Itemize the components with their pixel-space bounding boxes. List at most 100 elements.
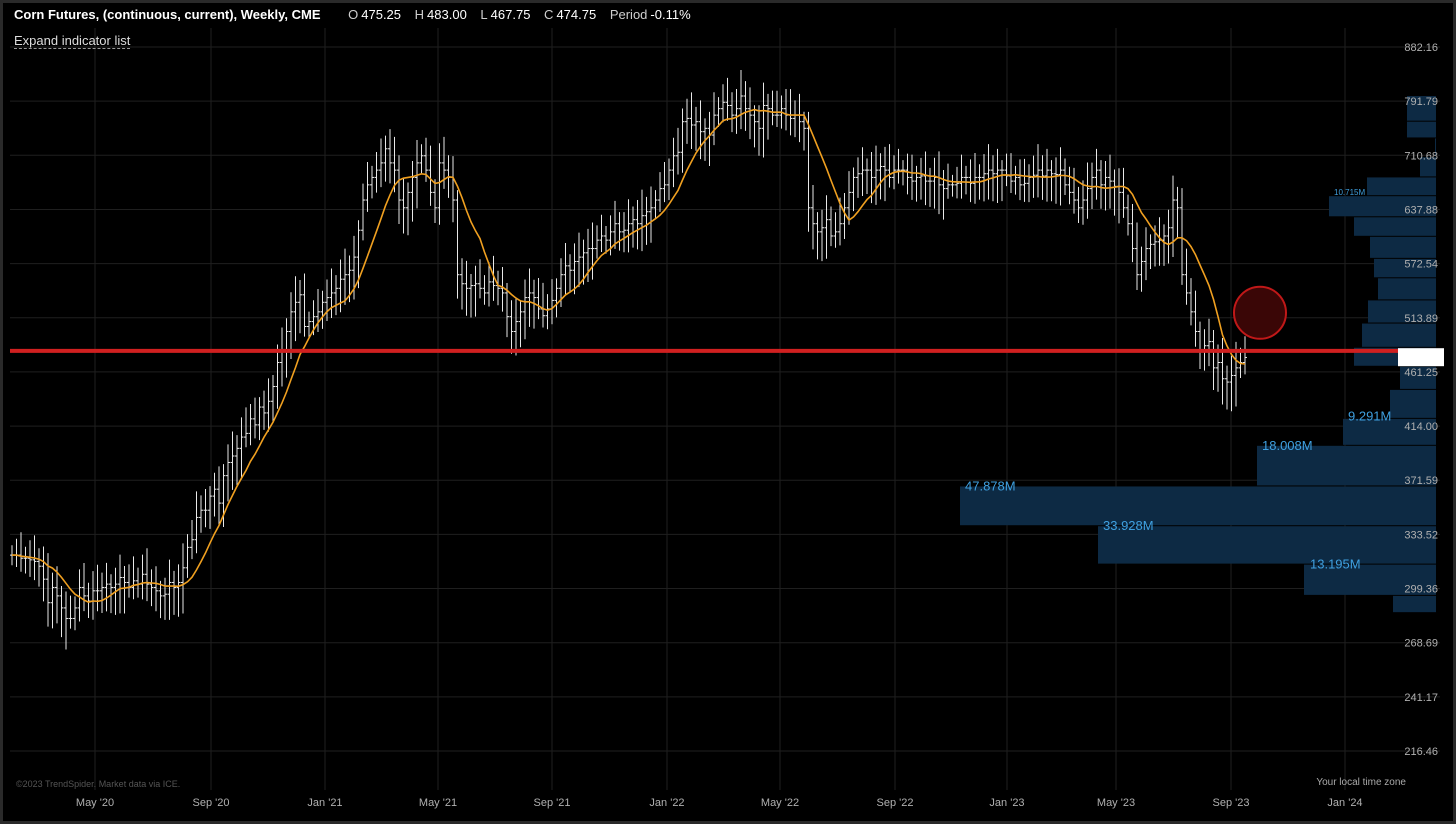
price-bar bbox=[667, 158, 671, 201]
price-bar bbox=[217, 466, 221, 526]
x-tick-label: May '21 bbox=[419, 797, 457, 809]
price-bar bbox=[1171, 175, 1175, 257]
price-bar bbox=[86, 582, 91, 618]
price-bar bbox=[712, 92, 716, 146]
price-bar bbox=[811, 184, 815, 250]
price-bar bbox=[226, 444, 230, 502]
high-value: 483.00 bbox=[427, 7, 467, 22]
price-bar bbox=[149, 569, 154, 607]
moving-average-line bbox=[12, 108, 1246, 604]
price-bar bbox=[685, 98, 689, 144]
price-bar bbox=[725, 77, 730, 121]
x-tick-label: Sep '21 bbox=[534, 797, 571, 809]
price-bar bbox=[581, 239, 586, 285]
price-bar bbox=[1157, 217, 1162, 266]
price-bar bbox=[982, 154, 986, 202]
price-bar bbox=[1207, 318, 1211, 367]
price-bar bbox=[73, 596, 77, 631]
price-bar bbox=[1027, 164, 1031, 203]
volume-profile-bar bbox=[1368, 300, 1436, 323]
price-bar bbox=[716, 97, 721, 127]
price-bar bbox=[950, 174, 955, 197]
price-bar bbox=[842, 192, 847, 239]
price-bar bbox=[644, 196, 649, 245]
price-bar bbox=[1126, 194, 1130, 236]
price-bar bbox=[590, 222, 595, 280]
price-bar bbox=[320, 290, 325, 329]
price-bar bbox=[280, 327, 284, 387]
price-bar bbox=[937, 151, 941, 215]
volume-profile-bar bbox=[1400, 366, 1436, 389]
price-bar bbox=[460, 258, 464, 310]
price-bar bbox=[1184, 248, 1189, 305]
open-label: O bbox=[348, 7, 359, 22]
price-bar bbox=[514, 298, 518, 356]
price-bar bbox=[302, 273, 307, 337]
price-bar bbox=[248, 404, 253, 446]
volume-profile-bar bbox=[1257, 445, 1436, 486]
y-tick-label: 882.16 bbox=[1404, 42, 1438, 54]
price-bar bbox=[487, 262, 491, 307]
volume-profile-bar bbox=[1362, 323, 1436, 347]
price-bar bbox=[761, 82, 766, 158]
price-bar bbox=[266, 378, 271, 432]
price-bar bbox=[536, 277, 541, 320]
price-bar bbox=[658, 172, 662, 212]
timezone-button[interactable]: Your local time zone bbox=[1316, 777, 1406, 788]
price-bar bbox=[1045, 148, 1049, 202]
price-bar bbox=[131, 556, 136, 600]
price-bar bbox=[37, 548, 41, 587]
price-bar bbox=[928, 167, 932, 207]
price-bar bbox=[563, 242, 568, 296]
price-bar bbox=[397, 155, 401, 224]
price-bar bbox=[914, 165, 919, 202]
period-label: Period bbox=[609, 7, 648, 22]
price-bar bbox=[473, 265, 478, 317]
price-bar bbox=[604, 226, 608, 254]
price-bar bbox=[392, 136, 397, 193]
price-bar bbox=[293, 276, 298, 342]
expand-indicator-list-link[interactable]: Expand indicator list bbox=[14, 33, 131, 49]
x-tick-label: May '22 bbox=[761, 797, 799, 809]
price-bar bbox=[595, 225, 599, 259]
price-bar bbox=[541, 282, 545, 328]
price-bar bbox=[901, 160, 905, 186]
price-bar bbox=[545, 294, 550, 330]
price-bar bbox=[631, 206, 635, 248]
price-bar bbox=[194, 491, 199, 554]
y-tick-label: 216.46 bbox=[1404, 746, 1438, 758]
close-value: 474.75 bbox=[556, 7, 597, 22]
price-bar bbox=[509, 300, 514, 354]
price-bar bbox=[1211, 330, 1216, 391]
price-bar bbox=[253, 397, 257, 439]
price-bar bbox=[59, 585, 64, 638]
price-bar bbox=[518, 300, 523, 348]
price-bar bbox=[140, 554, 145, 600]
price-bar bbox=[419, 144, 424, 174]
price-bar bbox=[334, 275, 338, 316]
volume-profile-label: 18.008M bbox=[1262, 438, 1313, 453]
price-bar bbox=[743, 81, 748, 131]
volume-profile-bar bbox=[1367, 177, 1436, 196]
price-bar bbox=[1130, 204, 1135, 263]
price-bar bbox=[653, 190, 658, 218]
price-bar bbox=[329, 268, 334, 319]
x-tick-label: Jan '22 bbox=[649, 797, 684, 809]
price-bar bbox=[613, 200, 617, 249]
price-bar bbox=[1189, 278, 1193, 326]
price-bar bbox=[1004, 153, 1009, 187]
volume-profile-bar bbox=[1343, 418, 1436, 445]
x-tick-label: Jan '23 bbox=[989, 797, 1024, 809]
volume-profile-bar bbox=[1370, 236, 1436, 258]
price-bar bbox=[577, 232, 581, 288]
low-label: L bbox=[480, 7, 488, 22]
price-bar bbox=[793, 100, 797, 138]
price-bar bbox=[50, 572, 55, 629]
price-bar bbox=[437, 143, 442, 225]
price-bar bbox=[707, 111, 712, 167]
price-bar bbox=[185, 534, 190, 578]
price-bar bbox=[455, 190, 460, 299]
volume-profile-bar bbox=[1420, 157, 1436, 177]
volume-profile-bar bbox=[1098, 526, 1436, 564]
